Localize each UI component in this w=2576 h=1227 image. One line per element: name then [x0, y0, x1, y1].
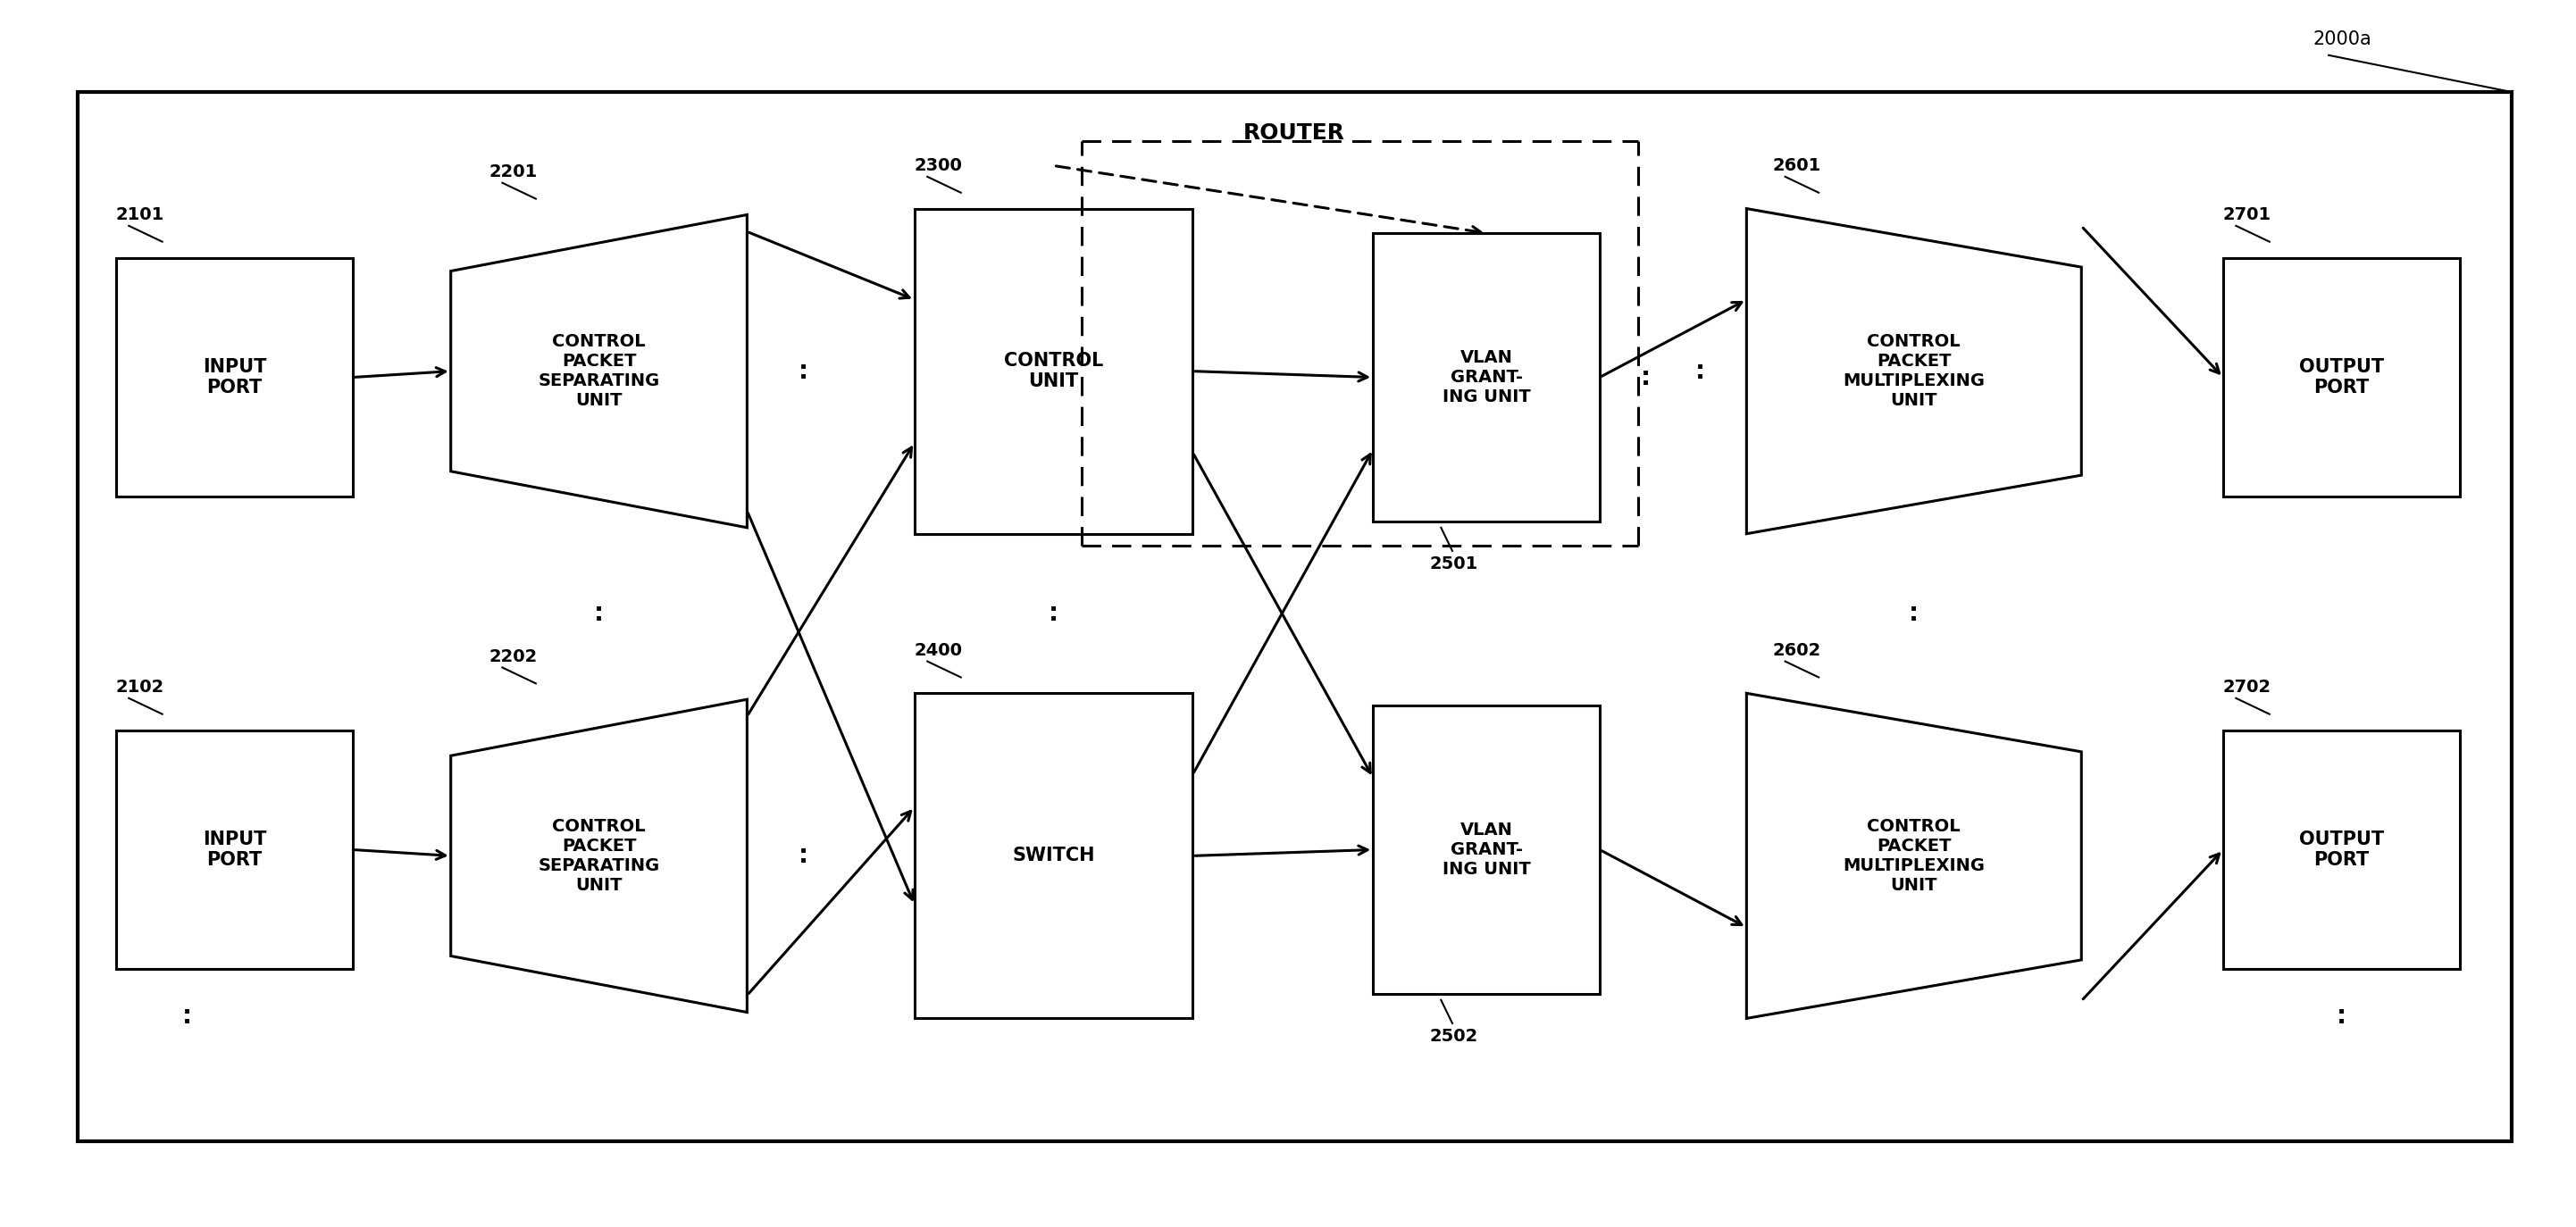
Text: :: :: [183, 1004, 193, 1028]
Text: 2400: 2400: [914, 642, 963, 659]
FancyBboxPatch shape: [2223, 730, 2460, 969]
Text: 2201: 2201: [489, 163, 538, 180]
Polygon shape: [451, 699, 747, 1012]
FancyBboxPatch shape: [1373, 706, 1600, 994]
Text: :: :: [799, 358, 809, 384]
Text: CONTROL
UNIT: CONTROL UNIT: [1005, 352, 1103, 390]
FancyBboxPatch shape: [914, 693, 1193, 1018]
Text: :: :: [2336, 1004, 2347, 1028]
Text: OUTPUT
PORT: OUTPUT PORT: [2300, 831, 2383, 869]
FancyBboxPatch shape: [2223, 258, 2460, 497]
Text: CONTROL
PACKET
SEPARATING
UNIT: CONTROL PACKET SEPARATING UNIT: [538, 818, 659, 893]
Text: :: :: [1695, 358, 1705, 384]
Text: CONTROL
PACKET
MULTIPLEXING
UNIT: CONTROL PACKET MULTIPLEXING UNIT: [1842, 334, 1986, 409]
Polygon shape: [1747, 209, 2081, 534]
Text: 2300: 2300: [914, 157, 963, 174]
Text: 2501: 2501: [1430, 556, 1479, 573]
Text: 2602: 2602: [1772, 642, 1821, 659]
Text: 2701: 2701: [2223, 206, 2272, 223]
Text: VLAN
GRANT-
ING UNIT: VLAN GRANT- ING UNIT: [1443, 822, 1530, 877]
Text: INPUT
PORT: INPUT PORT: [204, 831, 265, 869]
Text: :: :: [1909, 601, 1919, 626]
Text: 2102: 2102: [116, 679, 165, 696]
Text: :: :: [1641, 364, 1651, 390]
Text: 2702: 2702: [2223, 679, 2272, 696]
Text: ROUTER: ROUTER: [1244, 123, 1345, 144]
FancyBboxPatch shape: [1373, 233, 1600, 521]
Text: :: :: [799, 843, 809, 869]
Text: 2101: 2101: [116, 206, 165, 223]
Text: 2000a: 2000a: [2313, 31, 2372, 49]
FancyBboxPatch shape: [116, 730, 353, 969]
Text: 2601: 2601: [1772, 157, 1821, 174]
Text: :: :: [595, 601, 603, 626]
FancyBboxPatch shape: [77, 92, 2512, 1141]
Text: :: :: [1048, 601, 1059, 626]
Text: INPUT
PORT: INPUT PORT: [204, 358, 265, 396]
Text: 2202: 2202: [489, 648, 538, 665]
Text: CONTROL
PACKET
SEPARATING
UNIT: CONTROL PACKET SEPARATING UNIT: [538, 334, 659, 409]
FancyBboxPatch shape: [116, 258, 353, 497]
Text: SWITCH: SWITCH: [1012, 847, 1095, 865]
FancyBboxPatch shape: [914, 209, 1193, 534]
Text: VLAN
GRANT-
ING UNIT: VLAN GRANT- ING UNIT: [1443, 350, 1530, 405]
Polygon shape: [1747, 693, 2081, 1018]
Text: 2502: 2502: [1430, 1028, 1479, 1045]
Text: OUTPUT
PORT: OUTPUT PORT: [2300, 358, 2383, 396]
Text: CONTROL
PACKET
MULTIPLEXING
UNIT: CONTROL PACKET MULTIPLEXING UNIT: [1842, 818, 1986, 893]
Polygon shape: [451, 215, 747, 528]
